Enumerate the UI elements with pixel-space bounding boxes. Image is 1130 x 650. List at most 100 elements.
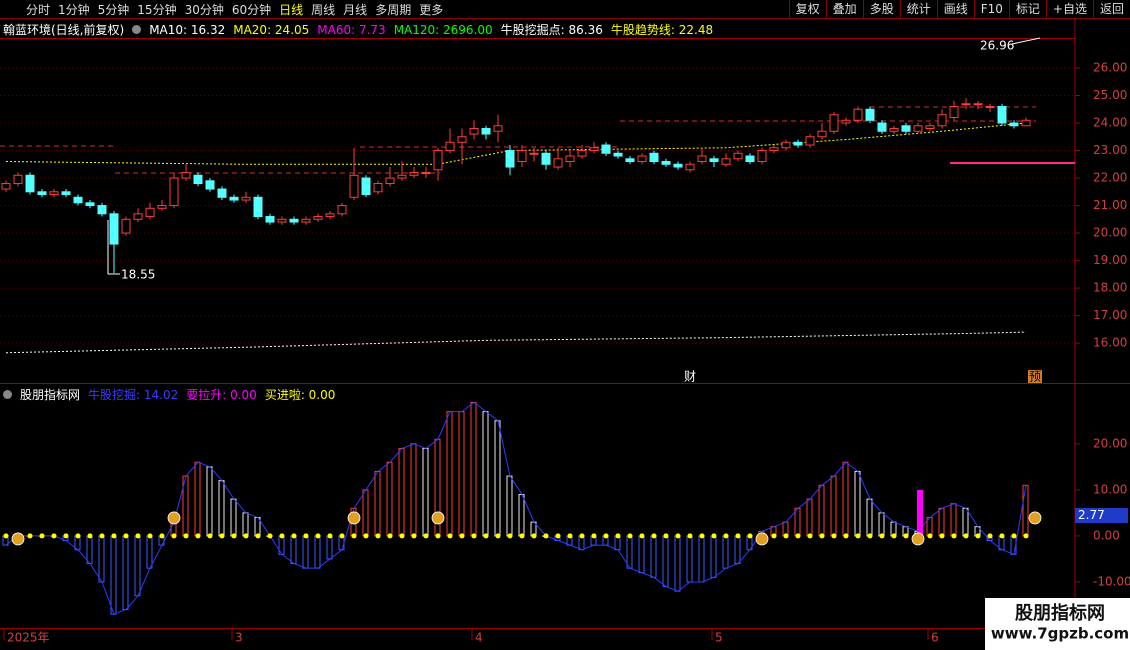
tool-button[interactable]: 标记 [1008, 0, 1046, 18]
period-tab[interactable]: 更多 [419, 2, 444, 17]
y-tick-label: 17.00 [1093, 308, 1127, 322]
zero-dot [459, 533, 465, 539]
candle-body [73, 196, 83, 204]
period-tab[interactable]: 日线 [279, 2, 304, 17]
zero-dot [387, 533, 393, 539]
tool-button[interactable]: 叠加 [825, 0, 863, 18]
candle-body [997, 106, 1007, 124]
ma-line [5, 122, 1027, 165]
zero-dot [711, 533, 717, 539]
candle-body [1, 183, 11, 190]
zero-dot [831, 533, 837, 539]
indicator-bar [230, 498, 237, 537]
tool-button[interactable]: 统计 [899, 0, 937, 18]
period-tab[interactable]: 60分钟 [231, 2, 272, 17]
indicator-bar [866, 498, 873, 537]
zero-dot [771, 533, 777, 539]
candle-body [181, 172, 191, 179]
y-tick-label: -10.00 [1093, 574, 1130, 588]
legend-entry: 要拉升: 0.00 [186, 388, 257, 402]
zero-dot [543, 533, 549, 539]
zero-dot [687, 533, 693, 539]
candle-body [961, 103, 971, 106]
signal-icon [347, 511, 361, 525]
candle-body [805, 136, 815, 146]
period-tab[interactable]: 月线 [343, 2, 368, 17]
candle-body [937, 114, 947, 127]
y-tick-label: 20.00 [1093, 226, 1127, 240]
zero-dot [447, 533, 453, 539]
candle-body [577, 150, 587, 157]
indicator-bar [314, 535, 321, 569]
zero-dot [435, 533, 441, 539]
zero-dot [807, 533, 813, 539]
candle-body [13, 174, 23, 185]
legend-entry: MA20: 24.05 [233, 22, 310, 37]
zero-dot [315, 533, 321, 539]
zero-dot [171, 533, 177, 539]
tool-button[interactable]: 返回 [1092, 0, 1130, 18]
zero-dot [1023, 533, 1029, 539]
tool-buttons: 复权 叠加 多股 统计 画线 F10 标记 +自选 返回 [788, 0, 1130, 18]
zero-dot [411, 533, 417, 539]
zero-dot [243, 533, 249, 539]
candle-body [37, 191, 47, 196]
candle-body [493, 125, 503, 132]
tool-button[interactable]: +自选 [1045, 0, 1093, 18]
y-tick-label: 26.00 [1093, 60, 1127, 74]
period-tab[interactable]: 5分钟 [97, 2, 130, 17]
zero-dot [339, 533, 345, 539]
candle-body [325, 213, 335, 218]
candle-body [925, 125, 935, 130]
period-tabs: 分时 1分钟 5分钟 15分钟 30分钟 60分钟 日线 周线 月线 多周期 更多 [0, 1, 443, 18]
period-tab[interactable]: 分时 [26, 2, 51, 17]
period-tab[interactable]: 周线 [311, 2, 336, 17]
tool-button[interactable]: 多股 [862, 0, 900, 18]
indicator-bar [470, 401, 477, 537]
candle-body [385, 177, 395, 185]
candle-body [685, 163, 695, 171]
zero-dot [855, 533, 861, 539]
period-tab[interactable]: 30分钟 [184, 2, 224, 17]
candle-body [157, 205, 167, 209]
indicator-bar [374, 470, 381, 537]
indicator-bar [806, 498, 813, 537]
candle-body [601, 144, 611, 154]
zero-dot [615, 533, 621, 539]
x-tick-label: 2025年 [7, 631, 50, 645]
zero-dot [519, 533, 525, 539]
indicator-bar [518, 493, 525, 537]
zero-dot [627, 533, 633, 539]
indicator-bar [482, 411, 489, 537]
signal-icon [911, 532, 925, 546]
tool-button[interactable]: F10 [973, 0, 1009, 18]
indicator-bar [638, 535, 645, 574]
zero-dot [279, 533, 285, 539]
zero-dot [819, 533, 825, 539]
indicator-line [5, 401, 1027, 615]
indicator-bar [218, 480, 225, 537]
candle-body [745, 155, 755, 163]
period-tab[interactable]: 多周期 [375, 2, 412, 17]
candle-body [229, 196, 239, 201]
tool-button[interactable]: 画线 [936, 0, 974, 18]
period-tab[interactable]: 15分钟 [137, 2, 177, 17]
signal-bar [917, 490, 923, 536]
zero-dot [75, 533, 81, 539]
zero-dot [375, 533, 381, 539]
candle-body [337, 205, 347, 215]
tool-button[interactable]: 复权 [788, 0, 826, 18]
zero-dot [735, 533, 741, 539]
y-tick-label: 19.00 [1093, 253, 1127, 267]
indicator-bar [710, 535, 717, 578]
candle-body [49, 191, 59, 196]
period-tab[interactable]: 1分钟 [58, 2, 90, 17]
zero-dot [699, 533, 705, 539]
zero-dot [255, 533, 261, 539]
y-tick-label: 25.00 [1093, 88, 1127, 102]
candle-body [109, 213, 119, 245]
legend-entry: 牛股挖掘点: 86.36 [500, 23, 603, 37]
indicator-bar [194, 461, 201, 537]
y-tick-label: 0.00 [1093, 528, 1120, 542]
candle-body [673, 163, 683, 168]
